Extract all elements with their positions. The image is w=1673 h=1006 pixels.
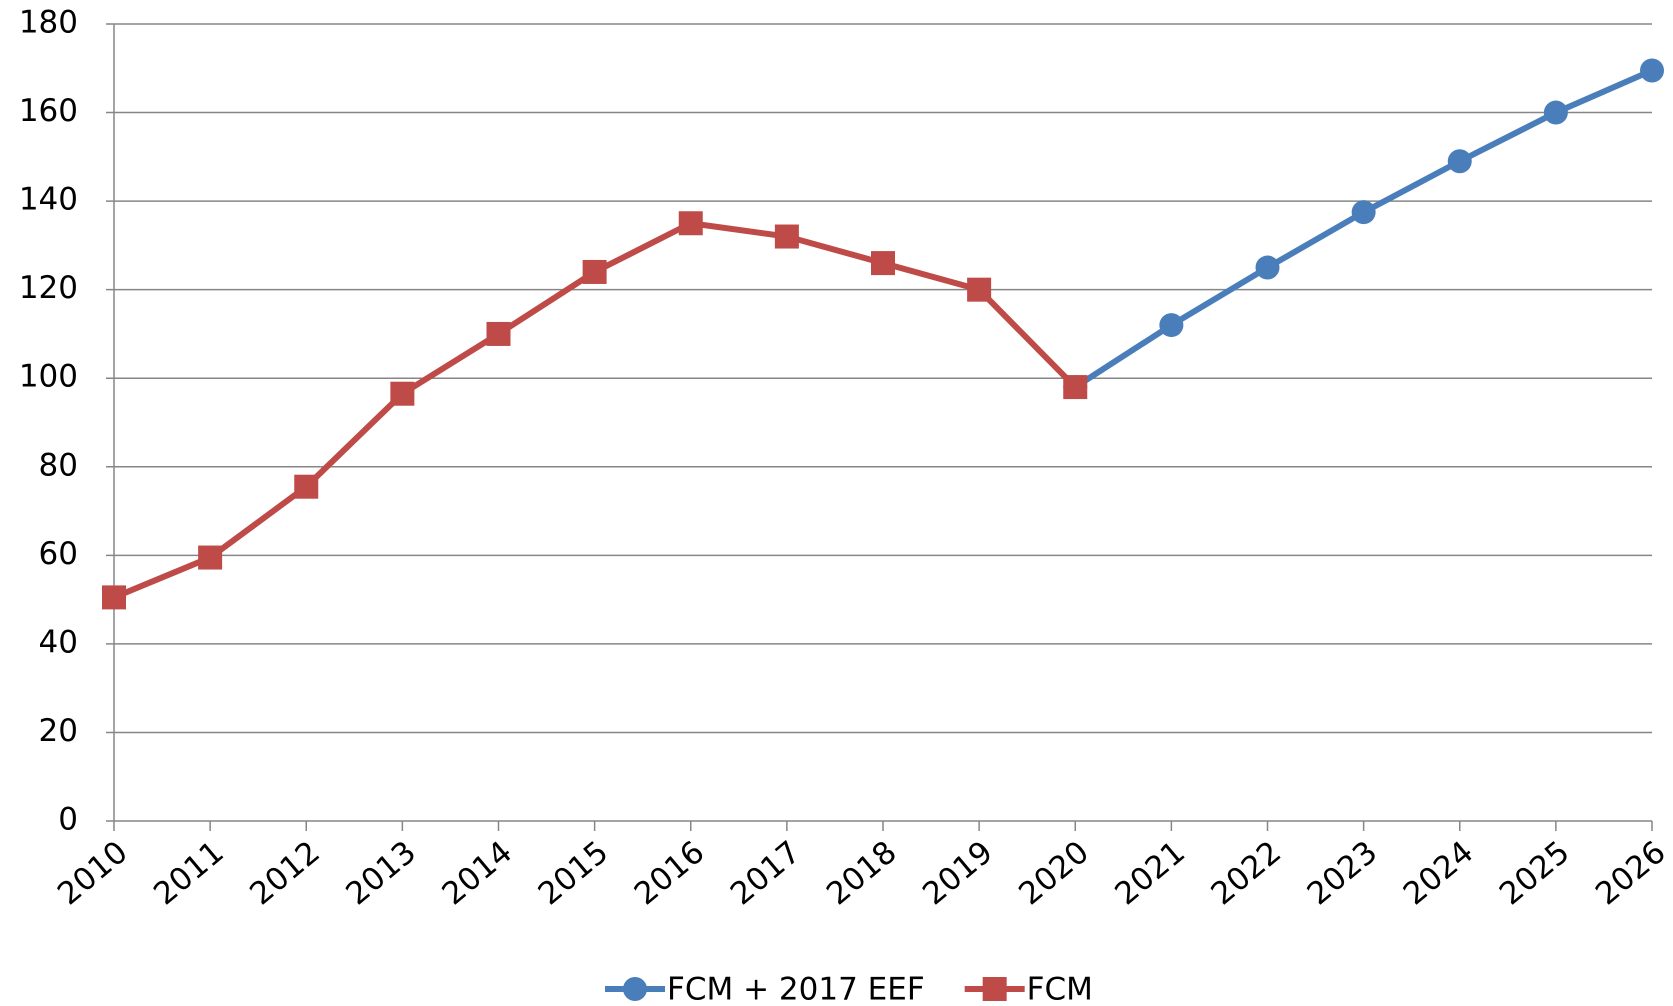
point-marker	[871, 251, 895, 276]
point-marker	[1447, 149, 1472, 174]
x-tick-label: 2025	[1493, 834, 1577, 912]
legend-label: FCM	[1027, 972, 1093, 1006]
legend-item: FCM + 2017 EEF	[605, 972, 925, 1006]
y-tick-label: 20	[39, 713, 78, 749]
y-tick-label: 60	[39, 536, 78, 572]
y-tick-label: 0	[58, 802, 78, 838]
x-tick-label: 2026	[1589, 834, 1673, 912]
x-tick-label: 2014	[436, 834, 520, 912]
y-tick-label: 40	[39, 624, 78, 660]
point-marker	[1543, 100, 1568, 125]
x-tick-label: 2010	[51, 834, 135, 912]
y-tick-label: 140	[19, 182, 78, 218]
point-marker	[102, 585, 126, 610]
point-marker	[1351, 200, 1376, 225]
x-tick-label: 2015	[532, 834, 616, 912]
point-marker	[967, 277, 992, 302]
point-marker	[1159, 313, 1184, 338]
x-tick-label: 2013	[339, 834, 423, 912]
x-tick-label: 2022	[1205, 834, 1289, 912]
x-tick-label: 2016	[628, 834, 712, 912]
x-tick-label: 2023	[1301, 834, 1385, 912]
point-marker	[774, 224, 799, 249]
x-tick-label: 2017	[724, 834, 808, 912]
x-tick-label: 2012	[243, 834, 327, 912]
x-tick-label: 2011	[147, 834, 231, 912]
y-tick-label: 80	[39, 447, 78, 483]
y-tick-label: 180	[19, 5, 78, 41]
legend-marker	[623, 977, 647, 1001]
point-marker	[678, 211, 703, 236]
point-marker	[294, 474, 319, 499]
x-tick-label: 2021	[1108, 834, 1192, 912]
point-marker	[390, 381, 415, 406]
y-tick-label: 100	[19, 359, 78, 395]
legend-label: FCM + 2017 EEF	[667, 972, 925, 1006]
legend-item: FCM	[964, 972, 1093, 1006]
legend-marker	[982, 977, 1007, 1001]
y-tick-label: 120	[19, 270, 78, 306]
point-marker	[582, 259, 607, 284]
point-marker	[198, 545, 223, 570]
point-marker	[1640, 58, 1664, 83]
y-tick-label: 160	[19, 93, 78, 129]
x-tick-label: 2018	[820, 834, 904, 912]
point-marker	[486, 321, 511, 346]
x-tick-label: 2020	[1012, 834, 1096, 912]
point-marker	[1063, 375, 1088, 400]
point-marker	[1255, 255, 1280, 280]
x-tick-label: 2024	[1397, 834, 1481, 912]
x-tick-label: 2019	[916, 834, 1000, 912]
